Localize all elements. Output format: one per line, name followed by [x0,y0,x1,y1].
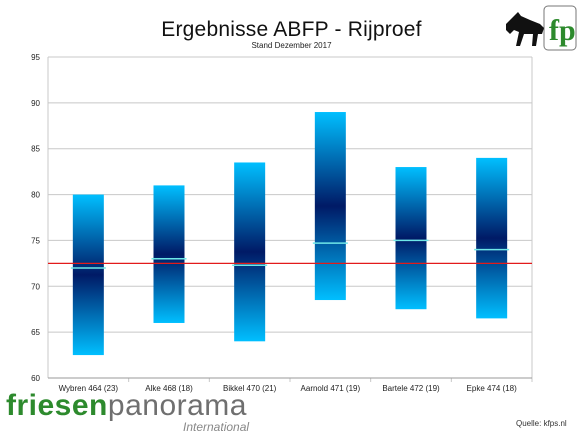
y-axis-ticks: 60 65 70 75 80 85 90 95 [31,53,40,383]
y-tick-label: 95 [31,53,40,62]
y-tick-label: 85 [31,145,40,154]
x-tick-label: Wybren 464 (23) [59,384,119,393]
bar [314,112,346,301]
y-tick-label: 80 [31,191,40,200]
bar [476,157,508,319]
bar [395,167,427,310]
brand-logo: friesenpanorama [6,391,247,421]
brand-subtitle: International [183,420,250,434]
kfps-logo: fp [506,5,577,51]
x-tick-label: Bikkel 470 (21) [223,384,277,393]
chart-title: Ergebnisse ABFP - Rijproef [161,18,422,41]
bar-markers [70,239,510,269]
y-tick-label: 70 [31,282,40,291]
y-tick-label: 60 [31,374,40,383]
x-axis-ticks: Wybren 464 (23) Alke 468 (18) Bikkel 470 (… [48,377,533,393]
y-tick-label: 75 [31,236,40,245]
bars [72,112,508,356]
x-tick-label: Epke 474 (18) [467,384,518,393]
source-note: Quelle: kfps.nl [516,419,567,428]
chart-subtitle: Stand Dezember 2017 [251,41,332,50]
bar [153,185,185,323]
x-tick-label: Alke 468 (18) [145,384,193,393]
brand-part1: friesen [6,389,108,422]
y-tick-label: 65 [31,328,40,337]
x-tick-label: Bartele 472 (19) [382,384,440,393]
bar [234,162,266,342]
bar [72,194,104,356]
logo-text: fp [549,14,576,47]
x-tick-label: Aarnold 471 (19) [301,384,361,393]
grid-lines [47,56,533,379]
brand-part2: panorama [107,389,247,422]
y-tick-label: 90 [31,99,40,108]
